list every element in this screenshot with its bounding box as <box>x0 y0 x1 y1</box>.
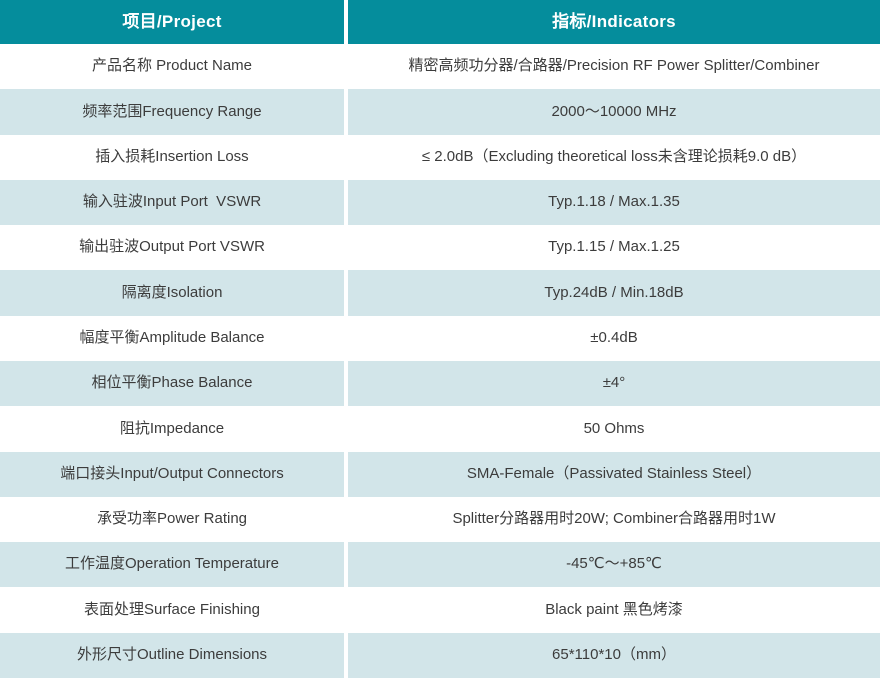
indicator-cell: 2000～10000 MHz <box>348 89 880 135</box>
project-cell: 输出驻波Output Port VSWR <box>0 225 344 271</box>
table-header-row: 项目/Project 指标/Indicators <box>0 0 880 44</box>
header-project: 项目/Project <box>0 0 344 44</box>
indicator-cell: SMA-Female（Passivated Stainless Steel） <box>348 451 880 497</box>
indicator-cell: Black paint 黑色烤漆 <box>348 587 880 633</box>
indicator-cell: -45℃～+85℃ <box>348 542 880 588</box>
project-cell: 阻抗Impedance <box>0 406 344 452</box>
column-divider <box>344 542 348 588</box>
project-cell: 外形尺寸Outline Dimensions <box>0 632 344 678</box>
column-divider <box>344 0 348 44</box>
project-cell: 输入驻波Input Port VSWR <box>0 179 344 226</box>
table-row: 端口接头Input/Output Connectors SMA-Female（P… <box>0 451 880 497</box>
project-cell: 隔离度Isolation <box>0 270 344 316</box>
project-cell: 频率范围Frequency Range <box>0 89 344 135</box>
column-divider <box>344 225 348 271</box>
table-row: 承受功率Power Rating Splitter分路器用时20W; Combi… <box>0 496 880 543</box>
project-cell: 产品名称 Product Name <box>0 44 344 90</box>
column-divider <box>344 587 348 633</box>
indicator-cell: 精密高频功分器/合路器/Precision RF Power Splitter/… <box>348 44 880 90</box>
column-divider <box>344 270 348 316</box>
project-cell: 端口接头Input/Output Connectors <box>0 451 344 497</box>
table-row: 产品名称 Product Name 精密高频功分器/合路器/Precision … <box>0 44 880 90</box>
column-divider <box>344 406 348 452</box>
table-row: 阻抗Impedance 50 Ohms <box>0 406 880 452</box>
column-divider <box>344 315 348 361</box>
indicator-cell: 65*110*10（mm） <box>348 632 880 678</box>
column-divider <box>344 451 348 497</box>
table-row: 工作温度Operation Temperature -45℃～+85℃ <box>0 542 880 588</box>
indicator-cell: ±4° <box>348 360 880 407</box>
column-divider <box>344 632 348 678</box>
indicator-cell: Typ.1.18 / Max.1.35 <box>348 179 880 226</box>
table-row: 外形尺寸Outline Dimensions 65*110*10（mm） <box>0 632 880 678</box>
table-row: 表面处理Surface Finishing Black paint 黑色烤漆 <box>0 587 880 633</box>
indicator-cell: Typ.24dB / Min.18dB <box>348 270 880 316</box>
column-divider <box>344 179 348 226</box>
indicator-cell: ≤ 2.0dB（Excluding theoretical loss未含理论损耗… <box>348 134 880 180</box>
table-row: 相位平衡Phase Balance ±4° <box>0 360 880 407</box>
indicator-cell: Typ.1.15 / Max.1.25 <box>348 225 880 271</box>
header-indicator: 指标/Indicators <box>348 0 880 44</box>
project-cell: 承受功率Power Rating <box>0 496 344 543</box>
table-row: 隔离度Isolation Typ.24dB / Min.18dB <box>0 270 880 316</box>
project-cell: 工作温度Operation Temperature <box>0 542 344 588</box>
table-row: 插入损耗Insertion Loss ≤ 2.0dB（Excluding the… <box>0 134 880 180</box>
indicator-cell: ±0.4dB <box>348 315 880 361</box>
column-divider <box>344 360 348 407</box>
table-body: 产品名称 Product Name 精密高频功分器/合路器/Precision … <box>0 44 880 678</box>
column-divider <box>344 89 348 135</box>
column-divider <box>344 134 348 180</box>
table-row: 频率范围Frequency Range 2000～10000 MHz <box>0 89 880 135</box>
indicator-cell: 50 Ohms <box>348 406 880 452</box>
project-cell: 相位平衡Phase Balance <box>0 360 344 407</box>
project-cell: 表面处理Surface Finishing <box>0 587 344 633</box>
table-row: 输入驻波Input Port VSWR Typ.1.18 / Max.1.35 <box>0 179 880 226</box>
indicator-cell: Splitter分路器用时20W; Combiner合路器用时1W <box>348 496 880 543</box>
column-divider <box>344 44 348 90</box>
table-row: 输出驻波Output Port VSWR Typ.1.15 / Max.1.25 <box>0 225 880 271</box>
project-cell: 幅度平衡Amplitude Balance <box>0 315 344 361</box>
table-row: 幅度平衡Amplitude Balance ±0.4dB <box>0 315 880 361</box>
column-divider <box>344 496 348 543</box>
project-cell: 插入损耗Insertion Loss <box>0 134 344 180</box>
